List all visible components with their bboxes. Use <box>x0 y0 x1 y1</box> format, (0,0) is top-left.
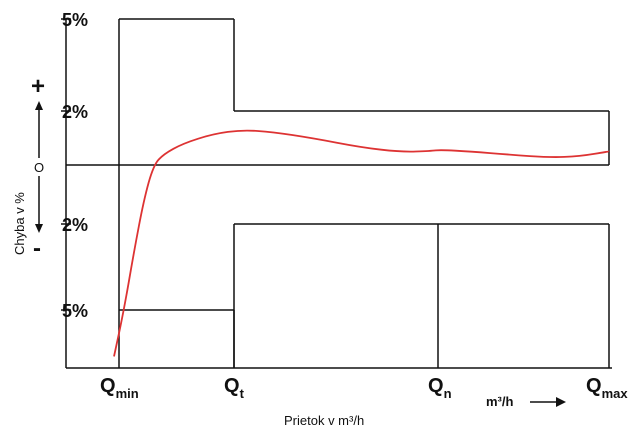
x-tick-label-qmin: Qmin <box>100 375 139 401</box>
x-tick-label-qn: Qn <box>428 375 452 401</box>
y-tick-label: 5% <box>62 301 88 321</box>
minus-sign: - <box>33 235 41 262</box>
x-unit-label: m³/h <box>486 394 514 409</box>
x-unit-arrow-head <box>556 397 566 407</box>
x-axis-title: Prietok v m³/h <box>284 413 364 428</box>
y-axis-title: Chyba v % <box>12 192 27 255</box>
x-tick-label-qt: Qt <box>224 375 245 401</box>
y-tick-label: 5% <box>62 10 88 30</box>
plus-arrow-head <box>35 101 43 110</box>
minus-arrow-head <box>35 224 43 233</box>
error-curve-line <box>113 129 610 357</box>
plus-sign: + <box>31 73 45 100</box>
y-tick-label: 2% <box>62 102 88 122</box>
y-tick-label: 2% <box>62 215 88 235</box>
x-tick-label-qmax: Qmax <box>586 375 628 401</box>
zero-marker: O <box>34 160 44 175</box>
